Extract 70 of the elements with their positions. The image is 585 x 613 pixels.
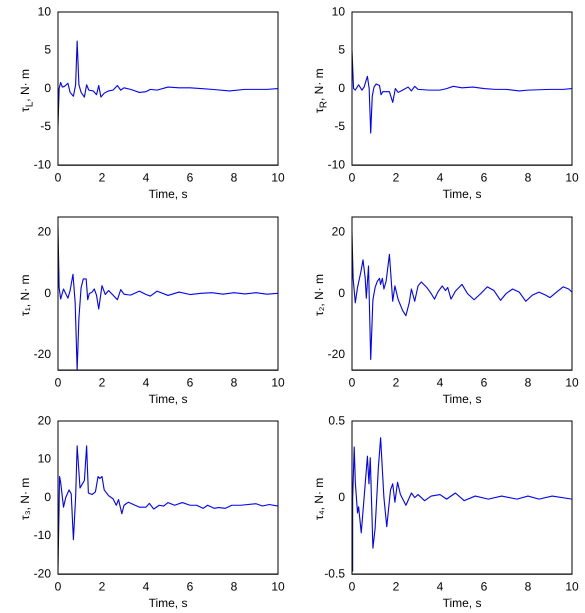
x-tick-label: 8 (230, 170, 238, 185)
x-tick-label: 6 (480, 580, 488, 594)
y-tick-label: 20 (38, 224, 52, 239)
x-tick-label: 8 (524, 170, 532, 185)
x-tick-label: 2 (98, 580, 106, 594)
x-tick-label: 0 (54, 376, 62, 390)
x-tick-label: 2 (98, 376, 106, 390)
x-tick-label: 6 (186, 580, 194, 594)
x-tick-label: 0 (348, 376, 356, 390)
x-tick-label: 10 (271, 580, 285, 594)
x-axis-title: Time, s (148, 392, 188, 406)
x-tick-label: 4 (436, 170, 444, 185)
y-tick-label: -10 (328, 158, 346, 172)
x-tick-label: 10 (271, 376, 285, 390)
x-axis-title: Time, s (148, 596, 188, 610)
x-tick-label: 10 (565, 170, 579, 185)
y-tick-label: -20 (34, 347, 52, 362)
x-axis-title: Time, s (442, 392, 482, 406)
y-axis-title: τ₁, N· m (18, 274, 32, 316)
x-tick-label: 4 (142, 580, 150, 594)
x-tick-label: 2 (392, 170, 400, 185)
x-tick-label: 8 (524, 376, 532, 390)
x-tick-label: 6 (186, 170, 194, 185)
x-axis-title: Time, s (442, 596, 482, 610)
y-tick-label: 20 (38, 413, 52, 428)
x-tick-label: 8 (524, 580, 532, 594)
y-tick-label: 0 (44, 490, 52, 504)
x-tick-label: 6 (480, 376, 488, 390)
x-tick-label: 2 (392, 580, 400, 594)
x-tick-label: 4 (142, 170, 150, 185)
y-axis-title: τ₂, N· m (312, 274, 326, 316)
x-axis-title: Time, s (442, 187, 482, 202)
y-axis-title: τ₄, N· m (312, 478, 326, 520)
x-tick-label: 10 (565, 580, 579, 594)
x-tick-label: 8 (230, 376, 238, 390)
y-tick-label: 0 (338, 286, 346, 300)
y-tick-label: -20 (328, 347, 346, 362)
y-tick-label: 10 (38, 452, 52, 466)
y-tick-label: 20 (332, 224, 346, 239)
x-tick-label: 6 (186, 376, 194, 390)
x-tick-label: 6 (480, 170, 488, 185)
y-tick-label: 0 (44, 80, 52, 95)
x-tick-label: 2 (392, 376, 400, 390)
y-tick-label: 5 (338, 42, 346, 57)
x-tick-label: 0 (348, 580, 356, 594)
y-tick-label: 10 (332, 4, 346, 18)
x-tick-label: 0 (54, 580, 62, 594)
x-tick-label: 10 (271, 170, 285, 185)
x-tick-label: 4 (142, 376, 150, 390)
x-tick-label: 10 (565, 376, 579, 390)
y-tick-label: -10 (34, 528, 52, 542)
y-tick-label: -10 (34, 158, 52, 172)
x-tick-label: 0 (348, 170, 356, 185)
y-tick-label: 0 (44, 286, 52, 300)
y-tick-label: -0.5 (324, 566, 346, 581)
x-tick-label: 2 (98, 170, 106, 185)
x-tick-label: 4 (436, 580, 444, 594)
x-tick-label: 4 (436, 376, 444, 390)
y-tick-label: 0 (338, 80, 346, 95)
y-tick-label: -20 (34, 566, 52, 581)
y-tick-label: 0.5 (328, 413, 346, 428)
y-tick-label: -5 (40, 119, 52, 134)
x-tick-label: 0 (54, 170, 62, 185)
x-tick-label: 8 (230, 580, 238, 594)
y-axis-title: τ₃, N· m (18, 478, 32, 520)
y-tick-label: 5 (44, 42, 52, 57)
y-tick-label: -5 (334, 119, 346, 134)
x-axis-title: Time, s (148, 187, 188, 202)
y-tick-label: 10 (38, 4, 52, 18)
y-tick-label: 0 (338, 490, 346, 504)
